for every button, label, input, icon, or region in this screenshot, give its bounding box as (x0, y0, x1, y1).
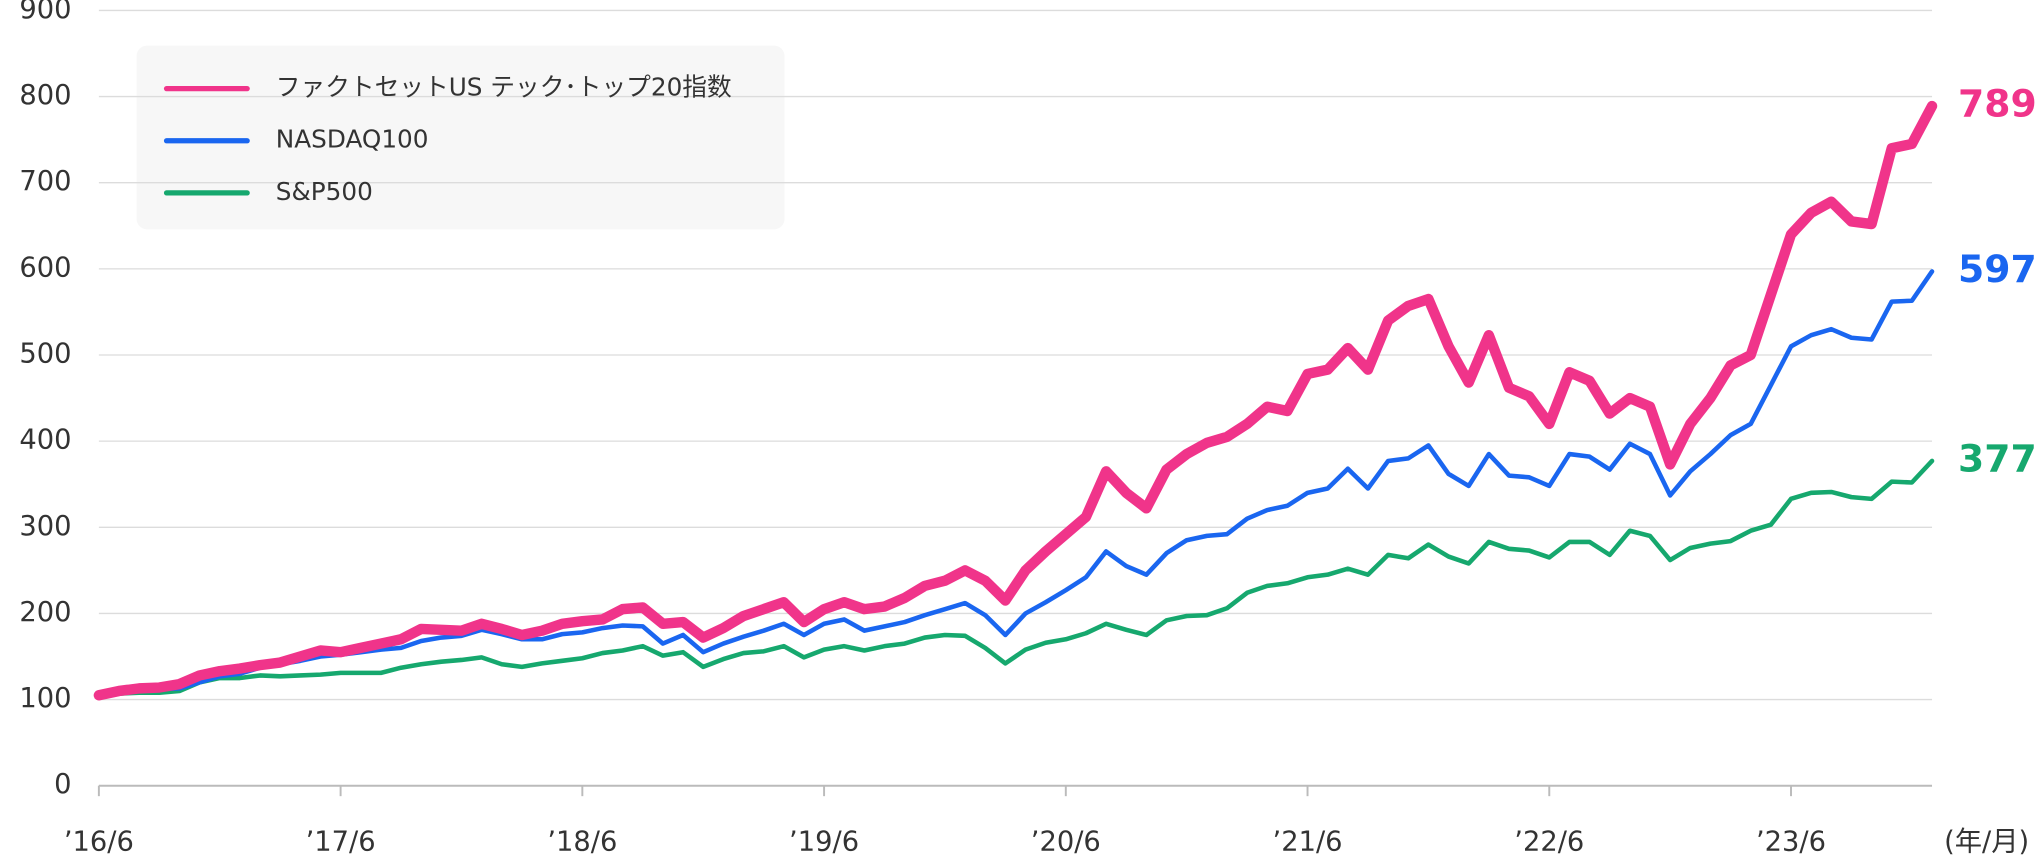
x-tick-label: ’19/6 (789, 827, 859, 858)
y-tick-label: 300 (19, 511, 71, 542)
y-tick-label: 700 (19, 166, 71, 197)
x-tick-label: ’16/6 (64, 827, 134, 858)
x-tick-label: ’21/6 (1273, 827, 1343, 858)
y-tick-label: 800 (19, 80, 71, 111)
x-tick-label: ’23/6 (1756, 827, 1826, 858)
x-tick-label: ’17/6 (306, 827, 376, 858)
y-tick-label: 500 (19, 338, 71, 369)
y-tick-label: 100 (19, 683, 71, 714)
x-tick-label: ’18/6 (547, 827, 617, 858)
y-tick-label: 600 (19, 252, 71, 283)
y-tick-label: 400 (19, 425, 71, 456)
x-axis-label: (年/月) (1944, 827, 2029, 858)
legend-label: NASDAQ100 (276, 125, 429, 154)
x-tick-label: ’22/6 (1514, 827, 1584, 858)
line-series (96, 269, 1935, 700)
legend-label: S&P500 (276, 177, 373, 206)
line-series (96, 458, 1935, 698)
value-label: 597 (1958, 247, 2037, 291)
legend-label: ファクトセットUS テック･トップ20指数 (276, 73, 732, 102)
y-tick-label: 900 (19, 0, 71, 25)
legend-box (136, 45, 785, 230)
y-tick-label: 200 (19, 597, 71, 628)
y-tick-label: 0 (54, 769, 71, 800)
x-tick-label: ’20/6 (1031, 827, 1101, 858)
value-label: 789 (1958, 82, 2037, 126)
line-series (93, 100, 1938, 701)
value-label: 377 (1958, 436, 2037, 480)
